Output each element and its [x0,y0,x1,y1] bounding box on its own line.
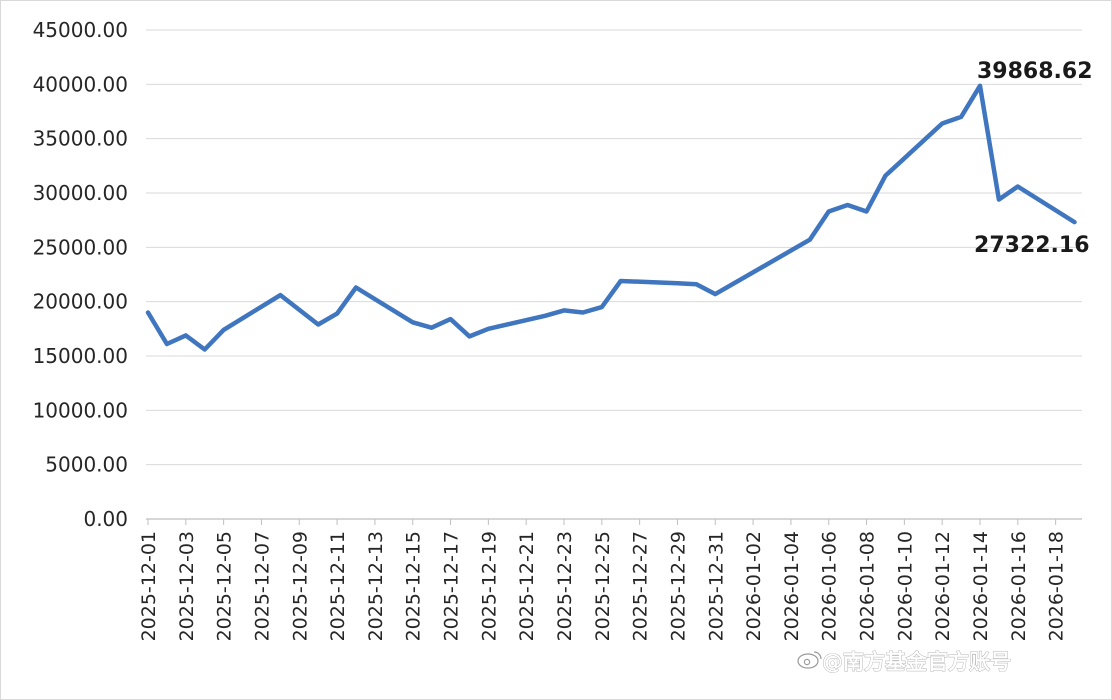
x-tick-label: 2025-12-03 [176,531,198,641]
y-axis: 0.00 5000.00 10000.00 15000.00 20000.00 25000… [33,18,128,531]
x-tick-label: 2026-01-08 [857,531,879,641]
x-tick-label: 2025-12-01 [138,531,160,641]
x-tick-label: 2026-01-18 [1046,531,1068,641]
x-tick-label: 2025-12-23 [554,531,576,641]
y-tick-label: 40000.00 [33,72,128,96]
x-tick-label: 2026-01-06 [819,531,841,641]
x-tick-label: 2025-12-09 [289,531,311,641]
x-tick-label: 2026-01-04 [781,531,803,641]
x-tick-label: 2025-12-27 [630,531,652,641]
x-tick-label: 2026-01-14 [970,531,992,641]
x-tick-label: 2025-12-25 [592,531,614,641]
x-tick-label: 2025-12-05 [214,531,236,641]
x-tick-label: 2026-01-12 [932,531,954,641]
x-tick-label: 2025-12-31 [705,531,727,641]
y-tick-label: 5000.00 [45,453,128,477]
x-tick-label: 2025-12-21 [516,531,538,641]
x-tick-label: 2026-01-10 [894,531,916,641]
y-tick-label: 0.00 [83,507,128,531]
y-tick-label: 25000.00 [33,235,128,259]
data-label: 39868.62 [977,59,1093,84]
weibo-icon [797,651,822,669]
x-tick-label: 2025-12-17 [441,531,463,641]
y-tick-label: 45000.00 [33,18,128,42]
x-tick-label: 2025-12-11 [327,531,349,641]
y-tick-label: 15000.00 [33,344,128,368]
gridlines [146,29,1082,466]
x-tick-label: 2025-12-13 [365,531,387,641]
y-tick-label: 20000.00 [33,290,128,314]
annotations: 39868.62 27322.16 [974,59,1092,258]
series [145,83,1077,352]
x-tick-label: 2026-01-16 [1008,531,1030,641]
x-tick-label: 2025-12-19 [478,531,500,641]
watermark-text: @南方基金官方账号 [822,650,1011,674]
series-line [145,83,1077,352]
x-axis: 2025-12-01 2025-12-03 2025-12-05 2025-12-07… [138,518,1082,641]
x-tick-label: 2025-12-07 [251,531,273,641]
y-tick-label: 35000.00 [33,127,128,151]
y-tick-label: 10000.00 [33,398,128,422]
data-label: 27322.16 [974,233,1090,258]
x-tick-label: 2025-12-29 [667,531,689,641]
y-tick-label: 30000.00 [33,181,128,205]
watermark: @南方基金官方账号 [797,650,1011,674]
x-tick-label: 2025-12-15 [403,531,425,641]
x-tick-label: 2026-01-02 [743,531,765,641]
